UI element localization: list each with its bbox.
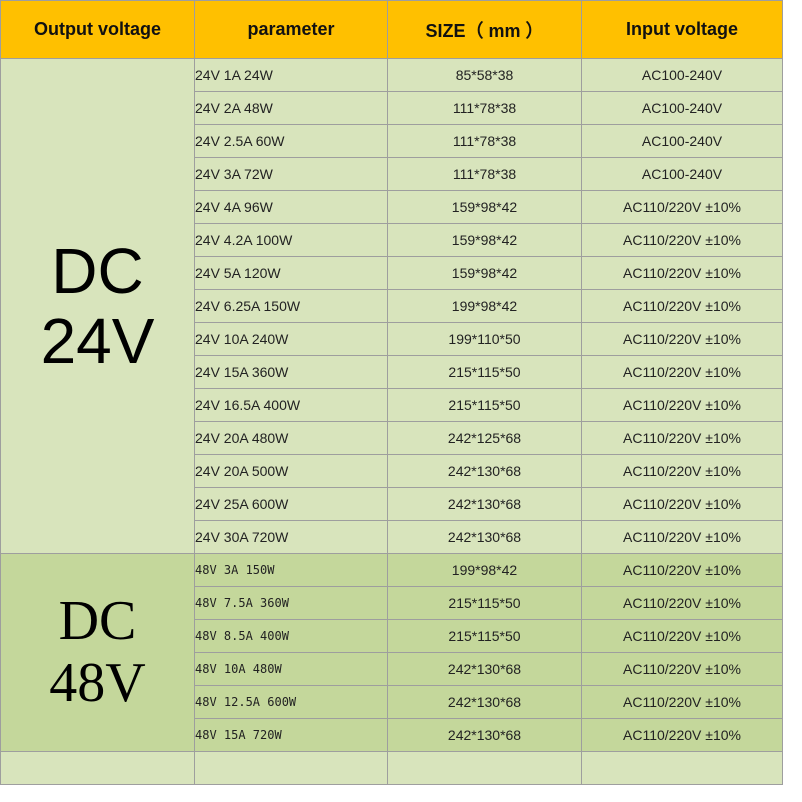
group-dc24: DC 24V (0, 58, 195, 554)
parameter-cell: 24V 10A 240W (194, 322, 388, 356)
table-row: 24V 20A 480W 242*125*68 AC110/220V ±10% (1, 421, 783, 455)
table-row: 24V 2.5A 60W 111*78*38 AC100-240V (1, 124, 783, 158)
size-cell: 242*130*68 (387, 520, 582, 554)
input-voltage-cell: AC110/220V ±10% (581, 190, 783, 224)
empty-cell (387, 751, 582, 785)
table-row: 48V 8.5A 400W 215*115*50 AC110/220V ±10% (1, 619, 783, 653)
parameter-cell: 24V 16.5A 400W (194, 388, 388, 422)
input-voltage-cell: AC110/220V ±10% (581, 289, 783, 323)
input-voltage-cell: AC110/220V ±10% (581, 685, 783, 719)
empty-cell (194, 751, 388, 785)
input-voltage-cell: AC110/220V ±10% (581, 256, 783, 290)
input-voltage-cell: AC100-240V (581, 124, 783, 158)
input-voltage-cell: AC110/220V ±10% (581, 718, 783, 752)
input-voltage-cell: AC100-240V (581, 91, 783, 125)
table-row: 24V 3A 72W 111*78*38 AC100-240V (1, 157, 783, 191)
table-row: 24V 4A 96W 159*98*42 AC110/220V ±10% (1, 190, 783, 224)
size-cell: 199*98*42 (387, 553, 582, 587)
parameter-cell: 24V 2A 48W (194, 91, 388, 125)
size-cell: 159*98*42 (387, 190, 582, 224)
table-row: 24V 2A 48W 111*78*38 AC100-240V (1, 91, 783, 125)
size-cell: 159*98*42 (387, 223, 582, 257)
input-voltage-cell: AC110/220V ±10% (581, 520, 783, 554)
input-voltage-cell: AC110/220V ±10% (581, 619, 783, 653)
input-voltage-cell: AC110/220V ±10% (581, 454, 783, 488)
size-cell: 242*130*68 (387, 487, 582, 521)
table-row: 24V 30A 720W 242*130*68 AC110/220V ±10% (1, 520, 783, 554)
parameter-cell: 24V 30A 720W (194, 520, 388, 554)
table-row: DC 48V 48V 3A 150W 199*98*42 AC110/220V ±10% (0, 553, 783, 752)
size-cell: 199*98*42 (387, 289, 582, 323)
parameter-cell: 24V 4A 96W (194, 190, 388, 224)
input-voltage-cell: AC110/220V ±10% (581, 487, 783, 521)
table-row: 24V 15A 360W 215*115*50 AC110/220V ±10% (1, 355, 783, 389)
group-dc48-line2: 48V (49, 651, 146, 714)
size-cell: 242*130*68 (387, 652, 582, 686)
parameter-cell: 48V 3A 150W (194, 553, 388, 587)
table-row: DC 24V 24V 1A 24W 85*58*38 AC100-240V (0, 58, 783, 554)
size-cell: 215*115*50 (387, 388, 582, 422)
group-dc48: DC 48V (0, 553, 195, 752)
table-row: 48V 15A 720W 242*130*68 AC110/220V ±10% (1, 718, 783, 752)
size-cell: 242*130*68 (387, 454, 582, 488)
group-dc48-line1: DC (58, 589, 137, 652)
input-voltage-cell: AC110/220V ±10% (581, 586, 783, 620)
size-cell: 215*115*50 (387, 586, 582, 620)
parameter-cell: 24V 15A 360W (194, 355, 388, 389)
header-size: SIZE（ mm ） (387, 0, 582, 59)
empty-cell (0, 751, 195, 785)
parameter-cell: 48V 15A 720W (194, 718, 388, 752)
input-voltage-cell: AC110/220V ±10% (581, 388, 783, 422)
size-cell: 199*110*50 (387, 322, 582, 356)
table-row: 24V 10A 240W 199*110*50 AC110/220V ±10% (1, 322, 783, 356)
table-row: 48V 12.5A 600W 242*130*68 AC110/220V ±10% (1, 685, 783, 719)
input-voltage-cell: AC110/220V ±10% (581, 553, 783, 587)
header-output-voltage: Output voltage (0, 0, 195, 59)
parameter-cell: 24V 4.2A 100W (194, 223, 388, 257)
header-input-voltage: Input voltage (581, 0, 783, 59)
size-cell: 242*130*68 (387, 718, 582, 752)
spec-table: Output voltage parameter SIZE（ mm ） Inpu… (0, 0, 783, 785)
parameter-cell: 24V 25A 600W (194, 487, 388, 521)
size-cell: 85*58*38 (387, 58, 582, 92)
input-voltage-cell: AC110/220V ±10% (581, 322, 783, 356)
group-dc24-line1: DC (51, 234, 144, 307)
parameter-cell: 48V 7.5A 360W (194, 586, 388, 620)
empty-row (0, 751, 783, 785)
size-cell: 215*115*50 (387, 619, 582, 653)
size-cell: 111*78*38 (387, 124, 582, 158)
parameter-cell: 48V 10A 480W (194, 652, 388, 686)
input-voltage-cell: AC110/220V ±10% (581, 652, 783, 686)
input-voltage-cell: AC110/220V ±10% (581, 355, 783, 389)
parameter-cell: 24V 2.5A 60W (194, 124, 388, 158)
table-row: 24V 20A 500W 242*130*68 AC110/220V ±10% (1, 454, 783, 488)
size-cell: 159*98*42 (387, 256, 582, 290)
parameter-cell: 24V 1A 24W (194, 58, 388, 92)
table-row: 24V 16.5A 400W 215*115*50 AC110/220V ±10% (1, 388, 783, 422)
size-cell: 215*115*50 (387, 355, 582, 389)
input-voltage-cell: AC110/220V ±10% (581, 223, 783, 257)
table-row: 48V 10A 480W 242*130*68 AC110/220V ±10% (1, 652, 783, 686)
header-row: Output voltage parameter SIZE（ mm ） Inpu… (0, 0, 783, 59)
parameter-cell: 48V 8.5A 400W (194, 619, 388, 653)
table-row: 24V 6.25A 150W 199*98*42 AC110/220V ±10% (1, 289, 783, 323)
input-voltage-cell: AC110/220V ±10% (581, 421, 783, 455)
input-voltage-cell: AC100-240V (581, 157, 783, 191)
parameter-cell: 24V 5A 120W (194, 256, 388, 290)
empty-cell (581, 751, 783, 785)
parameter-cell: 24V 6.25A 150W (194, 289, 388, 323)
input-voltage-cell: AC100-240V (581, 58, 783, 92)
parameter-cell: 48V 12.5A 600W (194, 685, 388, 719)
group-dc24-line2: 24V (40, 305, 155, 377)
size-cell: 242*130*68 (387, 685, 582, 719)
header-parameter: parameter (194, 0, 388, 59)
size-cell: 242*125*68 (387, 421, 582, 455)
parameter-cell: 24V 20A 500W (194, 454, 388, 488)
parameter-cell: 24V 3A 72W (194, 157, 388, 191)
table-row: 24V 4.2A 100W 159*98*42 AC110/220V ±10% (1, 223, 783, 257)
size-cell: 111*78*38 (387, 91, 582, 125)
size-cell: 111*78*38 (387, 157, 582, 191)
parameter-cell: 24V 20A 480W (194, 421, 388, 455)
